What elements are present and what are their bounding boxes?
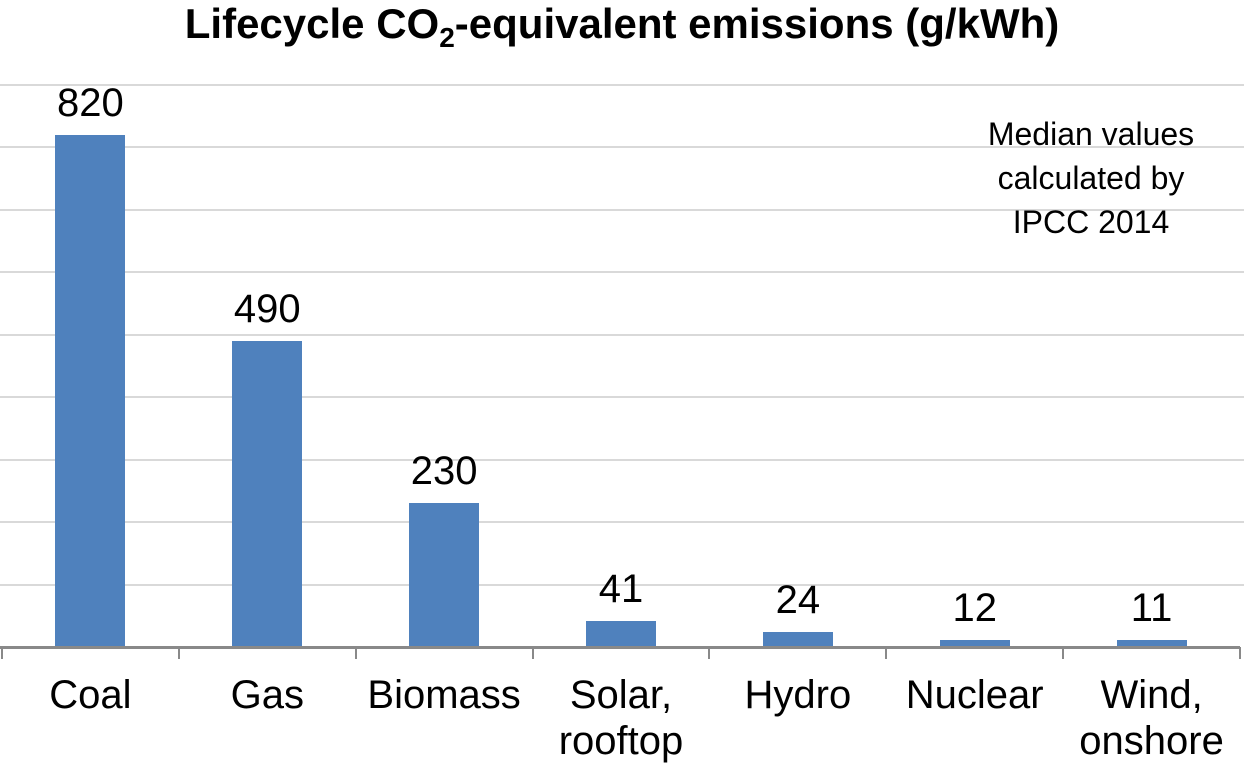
annotation-note: Median values calculated by IPCC 2014	[941, 112, 1241, 244]
x-axis-tick-3	[531, 647, 534, 659]
x-axis-tick-0	[1, 647, 3, 659]
x-axis-line	[0, 646, 1240, 649]
category-label-biomass: Biomass	[356, 672, 533, 718]
gridline-400	[0, 396, 1244, 399]
value-label-hydro: 24	[775, 578, 821, 622]
category-label-line: Wind,	[1100, 673, 1203, 717]
value-label-solar-rooftop: 41	[598, 567, 644, 612]
category-label-line: Biomass	[367, 673, 521, 717]
bar-biomass	[409, 503, 480, 647]
value-label-coal: 820	[57, 80, 124, 125]
chart-title: Lifecycle CO2-equivalent emissions (g/kW…	[0, 0, 1244, 53]
bar-hydro	[762, 632, 833, 647]
chart-title-subscript: 2	[439, 22, 455, 53]
category-label-gas: Gas	[179, 672, 356, 718]
x-axis-tick-2	[354, 647, 357, 659]
bar-wind-onshore	[1116, 640, 1187, 647]
gridline-700	[0, 208, 1244, 211]
gridline-900	[0, 84, 1244, 86]
category-label-nuclear: Nuclear	[886, 672, 1063, 718]
category-label-line: Hydro	[744, 673, 852, 717]
x-axis-tick-5	[885, 647, 888, 659]
category-label-line: onshore	[1079, 719, 1224, 763]
bar-coal	[55, 134, 126, 647]
value-label-nuclear: 12	[952, 585, 997, 630]
gridline-800	[0, 146, 1244, 149]
x-axis-tick-1	[177, 647, 180, 659]
annotation-line: IPCC 2014	[1012, 204, 1170, 240]
chart-title-suffix: -equivalent emissions (g/kWh)	[454, 0, 1060, 47]
category-label-line: Coal	[49, 673, 132, 717]
category-label-line: Gas	[230, 673, 304, 717]
value-label-gas: 490	[233, 287, 301, 332]
bar-nuclear	[939, 639, 1010, 647]
category-label-solar-rooftop: Solar, rooftop	[533, 672, 710, 764]
x-axis-tick-7	[1239, 647, 1241, 659]
gridline-500	[0, 333, 1244, 336]
category-label-line: rooftop	[558, 719, 684, 763]
gridline-300	[0, 458, 1244, 461]
gridline-200	[0, 521, 1244, 524]
gridline-100	[0, 583, 1244, 586]
category-label-hydro: Hydro	[709, 672, 886, 718]
annotation-line: calculated by	[997, 160, 1185, 196]
x-axis-tick-4	[708, 647, 711, 659]
gridline-600	[0, 271, 1244, 274]
x-axis-tick-6	[1062, 647, 1065, 659]
value-label-wind-onshore: 11	[1130, 586, 1173, 631]
annotation-line: Median values	[987, 116, 1195, 152]
category-label-coal: Coal	[2, 672, 179, 718]
category-label-wind-onshore: Wind, onshore	[1063, 672, 1240, 764]
bar-solar-rooftop	[586, 621, 656, 647]
category-label-line: Solar,	[569, 673, 673, 717]
chart-title-prefix: Lifecycle CO	[184, 0, 440, 47]
bar-gas	[232, 341, 303, 647]
value-label-biomass: 230	[410, 449, 478, 494]
category-label-line: Nuclear	[905, 673, 1044, 717]
